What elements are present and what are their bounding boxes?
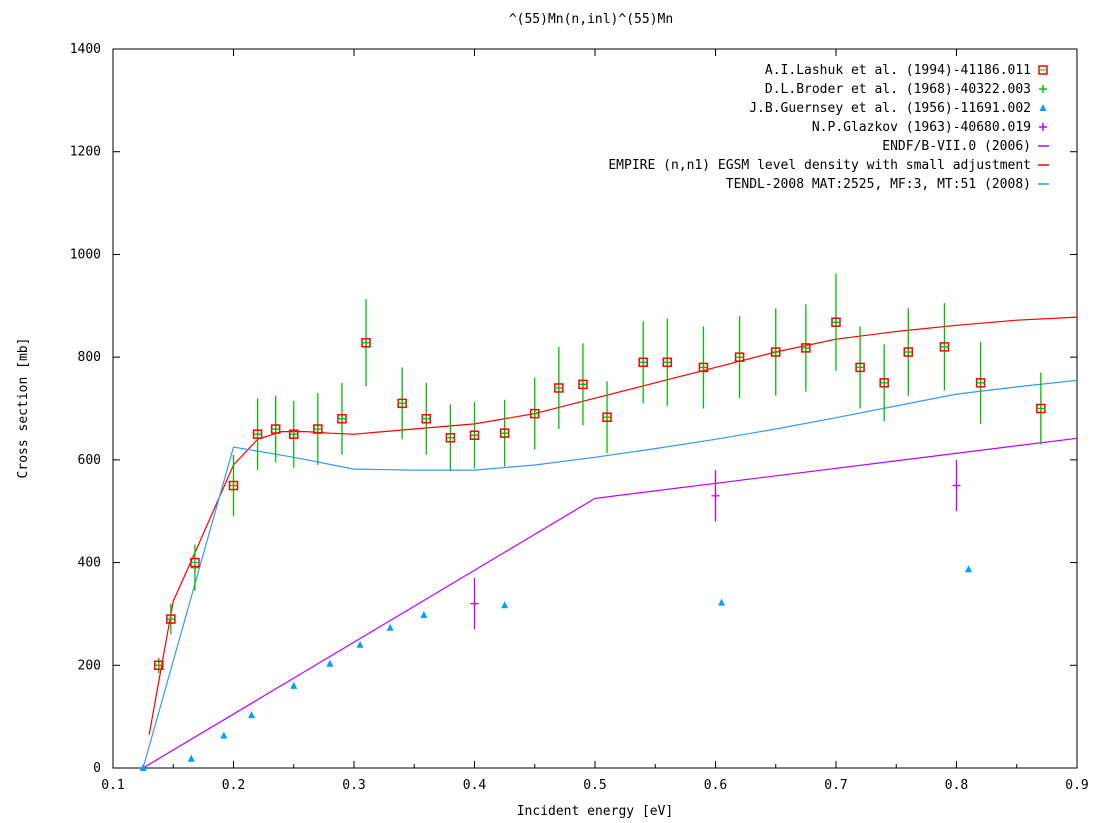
y-tick-label: 800	[78, 350, 101, 365]
data-point-triangle	[386, 623, 394, 631]
legend-label: TENDL-2008 MAT:2525, MF:3, MT:51 (2008)	[726, 177, 1031, 192]
legend-label: ENDF/B-VII.0 (2006)	[882, 139, 1031, 154]
data-point-triangle	[290, 681, 298, 689]
x-tick-label: 0.6	[704, 778, 727, 793]
legend-label: D.L.Broder et al. (1968)-40322.003	[765, 82, 1031, 97]
data-point-triangle	[501, 601, 509, 609]
y-tick-label: 1400	[70, 42, 101, 57]
data-point-triangle	[326, 659, 334, 667]
y-tick-label: 1200	[70, 145, 101, 160]
axis-tick-labels: 0.1 0.2 0.3 0.4 0.5 0.6 0.7 0.8 0.9 0 200 400 600 800…	[70, 42, 1089, 793]
y-axis-label: Cross section [mb]	[16, 338, 31, 479]
data-point-triangle	[718, 598, 726, 606]
chart-title: ^(55)Mn(n,inl)^(55)Mn	[509, 12, 673, 27]
series-lines	[142, 316, 1078, 769]
y-tick-label: 200	[78, 658, 101, 673]
series-line	[142, 437, 1078, 769]
series-points	[139, 273, 1046, 771]
legend-label: EMPIRE (n,n1) EGSM level density with sm…	[608, 158, 1031, 173]
legend: A.I.Lashuk et al. (1994)-41186.011 D.L.Br…	[608, 63, 1049, 192]
x-tick-label: 0.1	[101, 778, 124, 793]
legend-swatch	[1039, 104, 1047, 111]
legend-label: J.B.Guernsey et al. (1956)-11691.002	[749, 101, 1031, 116]
x-tick-label: 0.9	[1065, 778, 1088, 793]
data-point-triangle	[248, 711, 256, 719]
axis-ticks	[112, 48, 1078, 769]
data-point-triangle	[965, 565, 973, 573]
data-point-triangle	[420, 610, 428, 618]
data-point-triangle	[220, 731, 228, 739]
x-tick-label: 0.8	[945, 778, 968, 793]
data-point-triangle	[139, 764, 147, 771]
y-tick-label: 600	[78, 453, 101, 468]
series-line	[142, 379, 1078, 769]
x-axis-label: Incident energy [eV]	[517, 804, 674, 819]
x-tick-label: 0.3	[342, 778, 365, 793]
x-tick-label: 0.2	[222, 778, 245, 793]
data-point-triangle	[187, 754, 195, 762]
x-tick-label: 0.4	[463, 778, 487, 793]
y-tick-label: 400	[78, 556, 101, 571]
series-line	[148, 316, 1078, 735]
legend-label: N.P.Glazkov (1963)-40680.019	[812, 120, 1031, 135]
y-tick-label: 1000	[70, 247, 101, 262]
legend-label: A.I.Lashuk et al. (1994)-41186.011	[765, 63, 1031, 78]
data-point-triangle	[356, 640, 364, 648]
x-tick-label: 0.5	[583, 778, 606, 793]
x-tick-label: 0.7	[824, 778, 847, 793]
y-tick-label: 0	[93, 761, 101, 776]
